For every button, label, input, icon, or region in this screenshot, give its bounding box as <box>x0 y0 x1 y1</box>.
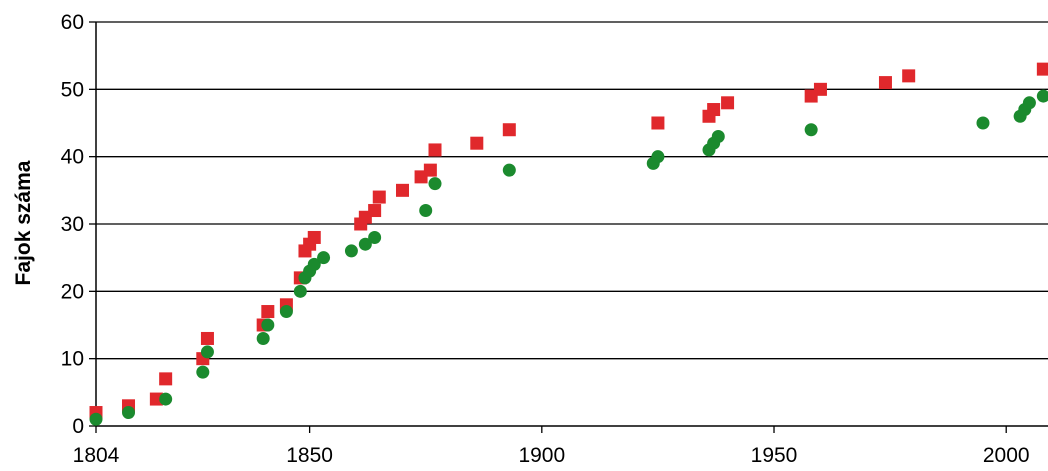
circle-marker <box>200 345 214 359</box>
square-marker <box>200 331 214 345</box>
circle-marker <box>279 305 293 319</box>
circle-marker <box>368 230 382 244</box>
grid-lines <box>96 21 1048 360</box>
square-marker <box>149 392 163 406</box>
y-tick-label: 20 <box>61 280 84 303</box>
x-tick-label: 1900 <box>518 444 565 467</box>
y-axis-title: Fajok száma <box>12 160 35 285</box>
circle-marker <box>344 244 358 258</box>
circle-marker <box>122 406 136 420</box>
x-tick-label: 1950 <box>751 444 798 467</box>
square-marker <box>651 116 665 130</box>
circle-marker <box>256 331 270 345</box>
y-tick-label: 0 <box>72 415 84 438</box>
circle-marker <box>804 123 818 137</box>
circle-marker <box>261 318 275 332</box>
square-marker <box>902 69 916 83</box>
square-marker <box>721 96 735 110</box>
circle-marker <box>317 251 331 265</box>
circle-marker <box>358 237 372 251</box>
square-marker <box>368 204 382 218</box>
square-marker <box>707 103 721 117</box>
circle-marker <box>502 163 516 177</box>
x-tick-labels: 1804 1850 1900 1950 2000 <box>73 444 1030 467</box>
x-tick-label: 2000 <box>983 444 1030 467</box>
data-points <box>89 62 1048 426</box>
circle-marker <box>293 284 307 298</box>
square-marker <box>395 183 409 197</box>
square-marker <box>261 305 275 319</box>
circle-marker <box>159 392 173 406</box>
square-marker <box>307 230 321 244</box>
circle-marker <box>89 412 103 426</box>
square-marker <box>470 136 484 150</box>
square-marker <box>813 82 827 96</box>
square-marker <box>372 190 386 204</box>
square-marker <box>428 143 442 157</box>
circle-marker <box>711 129 725 143</box>
circle-marker <box>976 116 990 130</box>
square-marker <box>159 372 173 386</box>
square-marker <box>502 123 516 137</box>
square-marker <box>423 163 437 177</box>
x-tick-label: 1804 <box>73 444 120 467</box>
circle-marker <box>307 257 321 271</box>
circle-marker <box>419 204 433 218</box>
y-tick-label: 40 <box>61 146 84 169</box>
circle-marker <box>196 365 210 379</box>
circle-marker <box>651 150 665 164</box>
y-tick-labels: 0 10 20 30 40 50 60 <box>61 11 84 438</box>
y-tick-label: 50 <box>61 78 84 101</box>
y-tick-label: 10 <box>61 348 84 371</box>
axes <box>89 21 1048 433</box>
circle-marker <box>1036 89 1048 103</box>
circle-marker <box>1022 96 1036 110</box>
x-tick-label: 1850 <box>286 444 333 467</box>
square-marker <box>1036 62 1048 76</box>
square-marker <box>878 76 892 90</box>
y-tick-label: 60 <box>61 11 84 34</box>
y-tick-label: 30 <box>61 213 84 236</box>
circle-marker <box>428 177 442 191</box>
